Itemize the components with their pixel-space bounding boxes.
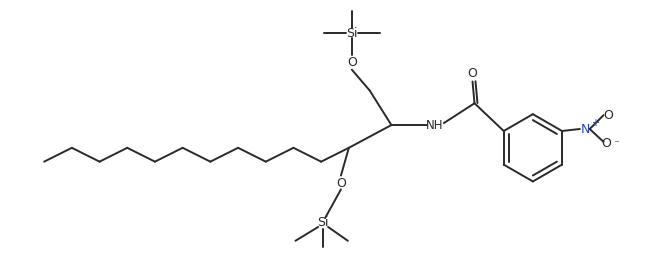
Text: ⁻: ⁻ (614, 139, 620, 149)
Text: Si: Si (346, 27, 358, 40)
Text: O: O (336, 177, 346, 190)
Text: O: O (347, 56, 357, 69)
Text: Si: Si (317, 217, 329, 230)
Text: O: O (468, 67, 478, 80)
Text: O: O (603, 109, 614, 122)
Text: +: + (591, 118, 599, 128)
Text: NH: NH (426, 119, 444, 132)
Text: O: O (601, 137, 612, 150)
Text: N: N (581, 122, 591, 135)
